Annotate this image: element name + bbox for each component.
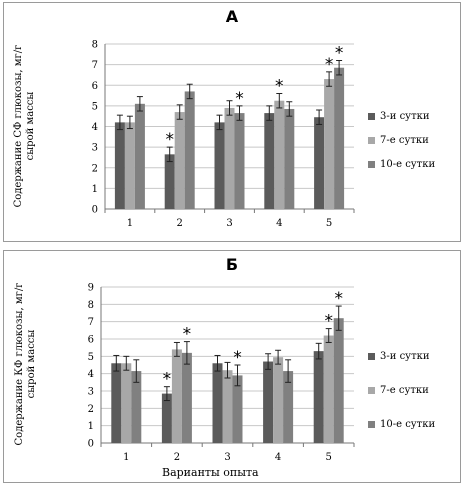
y-tick-label: 2 bbox=[92, 163, 98, 174]
bar bbox=[124, 122, 135, 209]
y-tick-label: 6 bbox=[88, 335, 94, 346]
y-tick-label: 1 bbox=[92, 184, 98, 195]
significance-mark: * bbox=[275, 77, 284, 97]
y-tick-label: 7 bbox=[92, 60, 98, 71]
bar bbox=[181, 352, 192, 443]
chart-panel-b: Б Содержание КФ глюкозы, мг/г сырой масс… bbox=[3, 250, 461, 483]
y-tick-label: 1 bbox=[88, 421, 94, 432]
y-tick-label: 3 bbox=[92, 143, 98, 154]
bar bbox=[214, 122, 225, 209]
x-tick-label: 2 bbox=[177, 218, 183, 229]
y-tick-label: 0 bbox=[88, 439, 94, 450]
x-tick-label: 1 bbox=[127, 218, 133, 229]
x-tick-label: 4 bbox=[276, 218, 282, 229]
bar bbox=[161, 393, 172, 443]
legend-label: 7-е сутки bbox=[380, 385, 429, 396]
x-tick-label: 5 bbox=[326, 452, 332, 463]
legend-item-day10: 10-е сутки bbox=[368, 159, 435, 170]
x-tick-label: 4 bbox=[275, 452, 281, 463]
significance-mark: * bbox=[325, 55, 334, 75]
legend-swatch bbox=[368, 137, 375, 144]
chart-title: А bbox=[225, 7, 239, 26]
bar bbox=[333, 318, 344, 443]
legend-label: 7-е сутки bbox=[380, 135, 429, 146]
y-tick-label: 2 bbox=[88, 404, 94, 415]
bar bbox=[284, 108, 295, 209]
y-tick-label: 3 bbox=[88, 387, 94, 398]
bar bbox=[174, 112, 185, 209]
significance-mark: * bbox=[235, 89, 244, 109]
legend-swatch bbox=[368, 113, 375, 120]
y-tick-label: 9 bbox=[88, 283, 94, 294]
y-tick-label: 6 bbox=[92, 81, 98, 92]
legend-label: 3-и сутки bbox=[380, 111, 430, 122]
x-axis-label: Варианты опыта bbox=[162, 466, 259, 479]
bar bbox=[283, 371, 294, 443]
legend-item-day3: 3-и сутки bbox=[368, 111, 430, 122]
bar bbox=[222, 370, 233, 443]
bar bbox=[313, 351, 324, 443]
y-tick-label: 8 bbox=[88, 300, 94, 311]
legend-swatch bbox=[368, 421, 375, 428]
legend-item-day7: 7-е сутки bbox=[368, 135, 429, 146]
y-tick-label: 5 bbox=[88, 352, 94, 363]
bar bbox=[263, 361, 274, 443]
x-tick-label: 3 bbox=[226, 218, 232, 229]
significance-mark: * bbox=[163, 370, 172, 390]
legend-swatch bbox=[368, 353, 375, 360]
bar bbox=[131, 371, 142, 443]
bar bbox=[234, 113, 245, 209]
y-tick-label: 0 bbox=[92, 205, 98, 216]
bar bbox=[134, 103, 145, 209]
x-tick-label: 1 bbox=[123, 452, 129, 463]
bar bbox=[114, 122, 125, 209]
x-tick-label: 2 bbox=[174, 452, 180, 463]
legend-label: 10-е сутки bbox=[380, 419, 436, 430]
bar bbox=[121, 363, 132, 443]
legend-swatch bbox=[368, 161, 375, 168]
bar bbox=[334, 67, 345, 209]
chart-title: Б bbox=[225, 255, 239, 274]
y-tick-label: 7 bbox=[88, 317, 94, 328]
legend-item-day10: 10-е сутки bbox=[368, 419, 435, 430]
bar bbox=[264, 113, 275, 209]
legend-label: 10-е сутки bbox=[380, 159, 436, 170]
significance-mark: * bbox=[165, 130, 174, 150]
significance-mark: * bbox=[183, 325, 192, 345]
y-tick-label: 4 bbox=[88, 369, 94, 380]
significance-mark: * bbox=[334, 289, 343, 309]
legend-label: 3-и сутки bbox=[380, 351, 430, 362]
bar bbox=[232, 375, 243, 443]
y-tick-label: 4 bbox=[92, 122, 98, 133]
legend-swatch bbox=[368, 387, 375, 394]
bar bbox=[273, 357, 284, 443]
y-tick-label: 5 bbox=[92, 101, 98, 112]
bar bbox=[184, 91, 195, 209]
chart-panel-a: А Содержание СФ глюкозы, мг/г сырой масс… bbox=[3, 2, 461, 242]
x-tick-label: 3 bbox=[224, 452, 230, 463]
significance-mark: * bbox=[335, 44, 344, 64]
bar bbox=[171, 349, 182, 443]
legend-item-day3: 3-и сутки bbox=[368, 351, 430, 362]
bar bbox=[212, 363, 223, 443]
bar bbox=[274, 100, 285, 209]
x-tick-label: 5 bbox=[326, 218, 332, 229]
bar bbox=[164, 154, 175, 209]
bar bbox=[314, 117, 325, 209]
significance-mark: * bbox=[233, 348, 242, 368]
bar bbox=[324, 79, 335, 209]
legend-item-day7: 7-е сутки bbox=[368, 385, 429, 396]
significance-mark: * bbox=[324, 312, 333, 332]
y-tick-label: 8 bbox=[92, 40, 98, 51]
bar bbox=[111, 363, 122, 443]
bar bbox=[224, 107, 235, 209]
bar bbox=[323, 335, 334, 443]
